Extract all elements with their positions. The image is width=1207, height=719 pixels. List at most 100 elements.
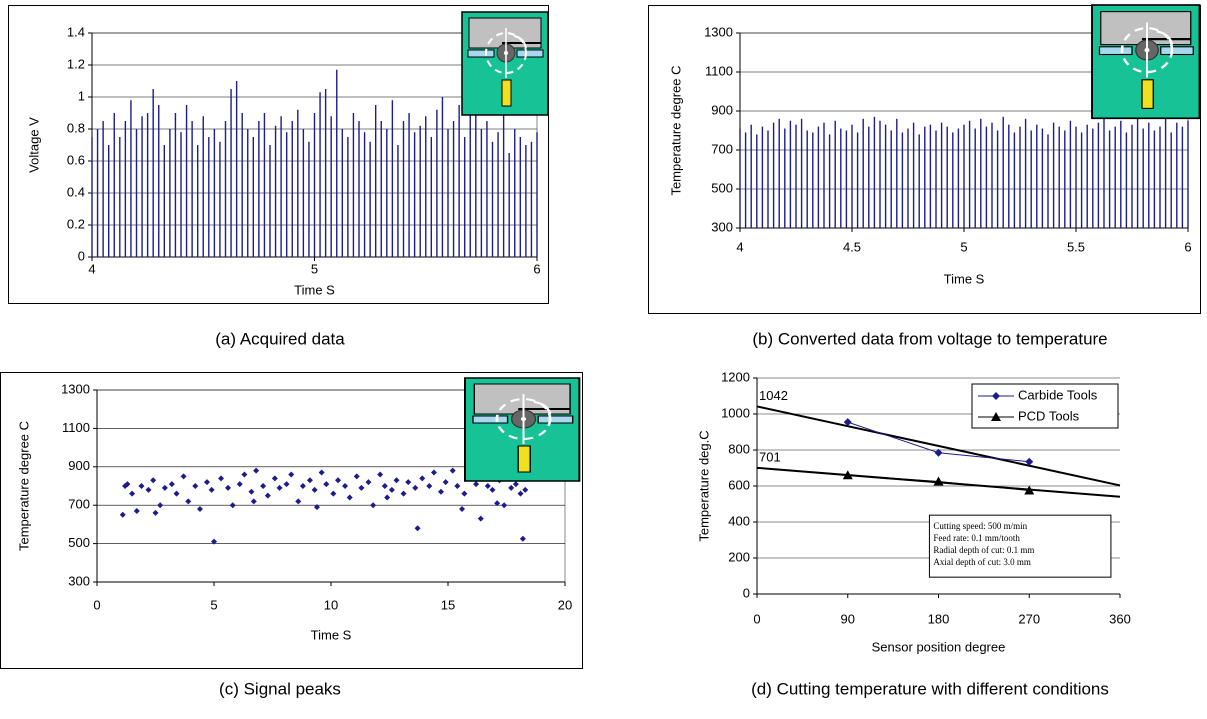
x-axis-label: Time S — [294, 282, 335, 297]
x-tick-label: 0 — [93, 597, 100, 612]
y-tick-label: 1200 — [721, 369, 750, 384]
point — [384, 494, 391, 501]
y-tick-label: 1100 — [62, 420, 90, 435]
legend-label: Carbide Tools — [1018, 387, 1098, 402]
data-point — [934, 448, 943, 457]
point — [335, 477, 342, 484]
y-tick-label: 0 — [78, 248, 85, 263]
point — [248, 488, 255, 495]
point — [489, 486, 496, 493]
data-point — [933, 476, 944, 486]
x-tick-label: 10 — [324, 597, 338, 612]
x-axis-label: Time S — [944, 271, 985, 286]
x-tick-label: 4.5 — [843, 239, 861, 254]
point — [129, 490, 136, 497]
point — [430, 469, 437, 476]
point — [295, 498, 302, 505]
y-tick-label: 0.8 — [67, 120, 85, 135]
x-tick-label: 90 — [841, 611, 855, 626]
point — [241, 471, 248, 478]
point — [306, 477, 313, 484]
y-tick-label: 0.6 — [67, 152, 85, 167]
point — [152, 509, 159, 516]
point — [318, 469, 325, 476]
y-tick-label: 700 — [68, 497, 90, 512]
point — [138, 483, 145, 489]
x-tick-label: 180 — [928, 611, 950, 626]
point — [484, 483, 491, 489]
point — [393, 477, 400, 484]
point — [211, 538, 217, 545]
y-axis-label: Temperature deg.C — [696, 430, 711, 541]
point — [353, 473, 360, 480]
point — [346, 494, 353, 501]
data-point — [843, 418, 852, 427]
annotation-text: Axial depth of cut: 3.0 mm — [933, 557, 1030, 567]
point — [271, 475, 278, 482]
point — [370, 502, 377, 509]
point — [501, 502, 508, 509]
x-tick-label: 15 — [441, 597, 455, 612]
point — [388, 486, 395, 493]
point — [377, 471, 384, 478]
y-axis-label: Temperature degree C — [668, 65, 683, 195]
point — [426, 483, 433, 489]
point — [225, 484, 232, 491]
point — [119, 511, 126, 518]
y-tick-label: 500 — [711, 180, 733, 195]
point — [173, 490, 180, 497]
point — [218, 475, 225, 482]
y-tick-label: 700 — [711, 141, 733, 156]
y-tick-label: 1.2 — [67, 56, 85, 71]
point — [419, 475, 426, 482]
caption: (b) Converted data from voltage to tempe… — [752, 329, 1107, 348]
y-tick-label: 0 — [743, 585, 750, 600]
point — [229, 502, 236, 509]
data-point — [1025, 457, 1034, 466]
point — [264, 492, 271, 499]
y-tick-label: 1 — [78, 88, 85, 103]
point — [236, 481, 243, 488]
point — [157, 502, 164, 509]
point — [477, 515, 484, 522]
trend-label: 701 — [759, 449, 781, 464]
point — [196, 506, 203, 513]
point — [508, 484, 515, 491]
point — [473, 481, 480, 488]
point — [250, 498, 257, 505]
point — [313, 504, 320, 511]
point — [358, 484, 365, 491]
point — [414, 525, 421, 532]
point — [203, 479, 210, 486]
caption: (d) Cutting temperature with different c… — [751, 679, 1109, 698]
y-tick-label: 800 — [728, 441, 750, 456]
point — [311, 486, 318, 493]
y-tick-label: 200 — [728, 549, 750, 564]
annotation-text: Feed rate: 0.1 mm/tooth — [933, 533, 1020, 543]
x-axis-label: Time S — [311, 627, 352, 642]
y-tick-label: 900 — [711, 102, 733, 117]
point — [365, 479, 372, 486]
point — [522, 486, 529, 493]
point — [342, 483, 349, 489]
charts: 0 0.2 0.4 0.6 0.8 1 1.2 1.4 4 5 6 Time S Voltage V (a… — [16, 24, 1191, 698]
point — [519, 535, 526, 542]
point — [494, 500, 501, 507]
y-tick-label: 1000 — [721, 405, 750, 420]
point — [185, 498, 192, 505]
point — [330, 490, 337, 497]
legend-marker — [992, 392, 1000, 400]
x-tick-label: 20 — [558, 597, 572, 612]
point — [299, 483, 306, 489]
annotation-text: Radial depth of cut: 0.1 mm — [933, 545, 1034, 555]
y-tick-label: 0.4 — [67, 184, 85, 199]
point — [161, 484, 168, 491]
y-tick-label: 1100 — [705, 63, 733, 78]
x-tick-label: 4 — [736, 239, 743, 254]
point — [145, 486, 152, 493]
point — [405, 479, 412, 486]
point — [449, 467, 456, 474]
data-point — [1024, 485, 1035, 495]
point — [461, 490, 468, 497]
